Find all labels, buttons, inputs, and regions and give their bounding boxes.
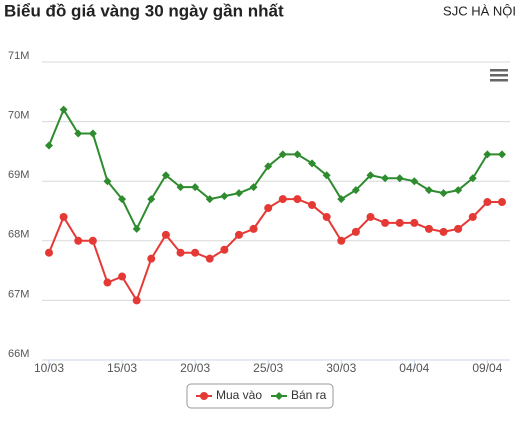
point [191,183,200,192]
point [176,248,185,257]
point [205,195,214,204]
point [322,171,331,180]
point [59,212,68,221]
point [205,254,214,263]
point [424,186,433,195]
point [381,174,390,183]
point [468,212,477,221]
x-tick-label: 04/04 [399,361,429,375]
line [48,107,502,232]
point [234,230,243,239]
point [249,183,258,192]
point [88,236,97,245]
point [147,195,156,204]
point [132,296,141,305]
legend-marker [200,392,208,400]
point [381,218,390,227]
point [59,105,68,114]
point [308,201,317,210]
point [161,230,170,239]
point [439,227,448,236]
point [454,186,463,195]
point [366,171,375,180]
y-tick-label: 70M [8,110,29,122]
y-tick-label: 69M [8,169,29,181]
point [337,236,346,245]
legend-label[interactable]: Bán ra [291,388,327,402]
point [103,177,112,186]
x-tick-label: 25/03 [253,361,283,375]
point [410,177,419,186]
point [468,174,477,183]
point [74,236,83,245]
point [132,224,141,233]
chart-title: Biểu đồ giá vàng 30 ngày gần nhất [4,1,284,20]
point [88,129,97,138]
point [498,198,506,207]
y-tick-label: 67M [8,288,29,300]
point [410,218,419,227]
point [308,159,317,168]
point [424,224,433,233]
point [191,248,200,257]
point [454,224,463,233]
point [439,189,448,198]
point [351,186,360,195]
point [45,248,53,257]
point [220,192,229,201]
point [264,204,273,213]
legend-label[interactable]: Mua vào [216,388,262,402]
point [337,195,346,204]
point [118,272,127,281]
point [278,195,287,204]
point [220,245,229,254]
point [366,212,375,221]
x-tick-label: 10/03 [34,361,64,375]
legend-box [186,383,334,409]
menu-icon[interactable] [490,69,508,82]
point [293,195,302,204]
point [74,129,83,138]
point [103,278,112,287]
x-tick-label: 09/04 [472,361,502,375]
point [234,189,243,198]
point [147,254,156,263]
x-tick-label: 30/03 [326,361,356,375]
point [176,183,185,192]
point [161,171,170,180]
point [118,195,127,204]
x-tick-label: 20/03 [180,361,210,375]
x-tick-label: 15/03 [107,361,137,375]
point [351,227,360,236]
point [395,174,404,183]
point [322,212,331,221]
y-tick-label: 71M [8,50,29,62]
point [45,141,53,150]
point [498,150,506,159]
point [293,150,302,159]
y-tick-label: 68M [8,229,29,241]
point [483,150,492,159]
point [249,224,258,233]
line [48,198,502,303]
legend-marker [275,392,283,400]
chart-subtitle: SJC HÀ NỘI [443,3,516,18]
point [395,218,404,227]
y-tick-label: 66M [8,348,29,360]
point [278,150,287,159]
point [483,198,492,207]
point [264,162,273,171]
